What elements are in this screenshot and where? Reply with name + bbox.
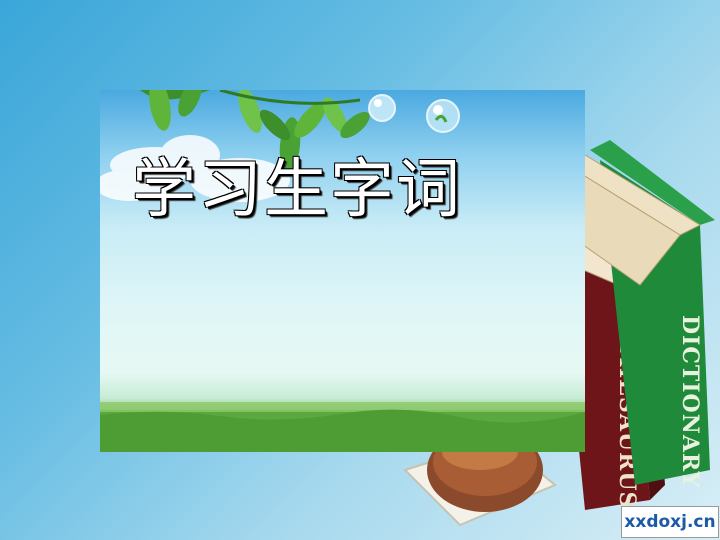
panel-scene [100, 90, 585, 452]
dictionary-spine-text: DICTIONARY [677, 315, 703, 488]
watermark-logo: xxdoxj.cn [621, 506, 719, 538]
leaves-icon [140, 90, 370, 173]
cloud-icon [100, 135, 290, 202]
watermark-text: xxdoxj.cn [624, 512, 716, 532]
grass-icon [100, 402, 585, 452]
water-drop-icon [368, 94, 460, 133]
dictionary-book-icon: DICTIONARY [554, 140, 715, 488]
books-decoration: THESAURUS DICTIONARY [403, 140, 715, 527]
slide-title: 学习生字词 [132, 153, 462, 227]
content-panel [100, 90, 585, 452]
